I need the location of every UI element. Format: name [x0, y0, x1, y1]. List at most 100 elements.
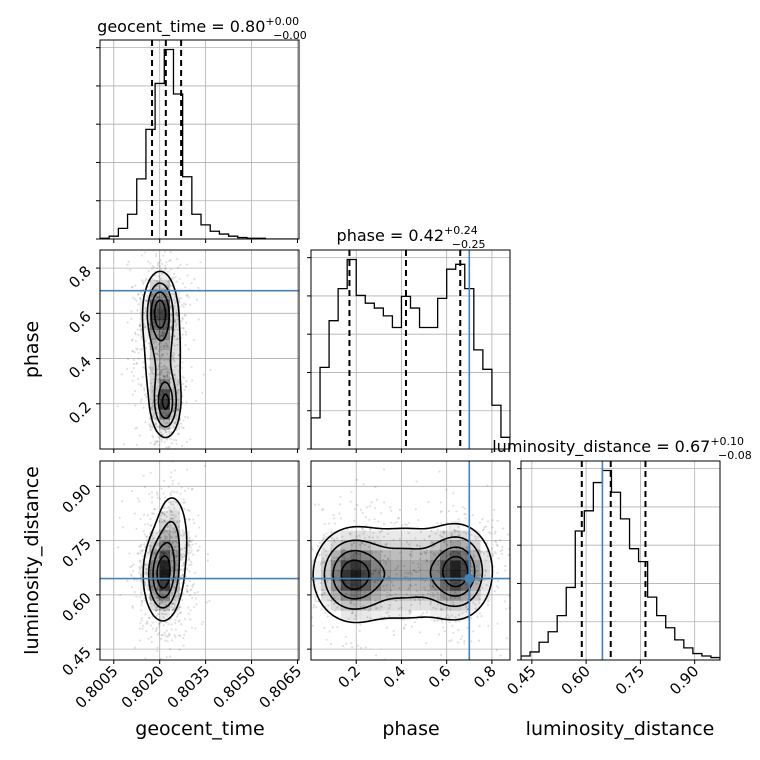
density-cell [169, 510, 180, 521]
sample-point [174, 515, 177, 518]
sample-point [432, 585, 435, 588]
sample-point [374, 654, 378, 657]
sample-point [330, 544, 333, 547]
sample-point [162, 418, 165, 422]
sample-point [137, 333, 140, 336]
sample-point [169, 258, 172, 262]
sample-point [151, 264, 154, 268]
sample-point [449, 608, 452, 611]
sample-point [361, 528, 364, 531]
sample-point [472, 549, 475, 552]
sample-point [365, 524, 368, 527]
sample-point [294, 572, 296, 574]
density-cell [350, 580, 362, 591]
sample-point [167, 427, 170, 431]
sample-point [172, 438, 176, 441]
sample-point [179, 492, 182, 495]
sample-point [387, 557, 390, 560]
sample-point [324, 535, 328, 539]
sample-point [182, 567, 185, 571]
sample-point [505, 607, 508, 611]
sample-point [448, 640, 451, 643]
sample-point [287, 579, 289, 581]
sample-point [171, 482, 174, 486]
sample-point [176, 673, 178, 675]
density-cell [159, 369, 170, 380]
sample-point [173, 295, 177, 299]
sample-point [131, 489, 134, 493]
sample-point [452, 504, 455, 507]
sample-point [152, 591, 156, 594]
sample-point [137, 383, 140, 386]
sample-point [390, 594, 393, 597]
sample-point [179, 451, 181, 453]
sample-point [386, 595, 389, 598]
sample-point [161, 520, 164, 524]
sample-point [394, 599, 398, 602]
sample-point [185, 584, 188, 587]
sample-point [417, 597, 420, 600]
sample-point [432, 552, 436, 555]
sample-point [148, 493, 151, 496]
sample-point [183, 532, 186, 535]
sample-point [158, 295, 161, 299]
sample-point [439, 511, 442, 514]
density-cell [460, 590, 471, 601]
sample-point [159, 536, 162, 539]
sample-point [380, 605, 383, 608]
x-tick-label: 0.8035 [164, 662, 214, 712]
density-cell [159, 269, 170, 281]
sample-point [359, 623, 362, 626]
sample-point [143, 387, 146, 390]
contour-level-3 [150, 291, 174, 420]
sample-point [162, 624, 165, 627]
contour-level-1 [141, 270, 182, 439]
sample-point [159, 381, 162, 384]
sample-point [369, 607, 372, 610]
sample-point [429, 551, 432, 554]
sample-point [183, 501, 186, 504]
sample-point [329, 642, 333, 645]
density-cell [169, 580, 180, 591]
density-cell [460, 610, 471, 621]
sample-point [168, 648, 172, 651]
sample-point [145, 573, 148, 576]
sample-point [169, 442, 171, 444]
sample-point [154, 346, 157, 349]
sample-point [365, 665, 367, 667]
sample-point [182, 637, 185, 640]
sample-point [454, 620, 457, 624]
sample-point [184, 385, 187, 388]
sample-point [183, 302, 186, 305]
sample-point [160, 370, 163, 373]
sample-point [159, 358, 162, 362]
sample-point [450, 533, 454, 536]
sample-point [155, 614, 159, 617]
sample-point [151, 366, 154, 370]
sample-point [174, 318, 177, 321]
sample-point [381, 570, 384, 573]
sample-point [177, 353, 181, 356]
sample-point [416, 544, 419, 547]
sample-point [158, 612, 161, 616]
sample-point [161, 294, 164, 297]
sample-point [423, 538, 426, 541]
sample-point [159, 536, 162, 539]
sample-point [158, 261, 161, 264]
sample-point [409, 611, 413, 614]
sample-point [192, 553, 195, 556]
sample-point [160, 334, 163, 337]
sample-point [175, 418, 179, 422]
sample-point [169, 377, 172, 380]
density-cell [470, 540, 481, 551]
sample-point [194, 627, 197, 630]
sample-point [175, 322, 178, 326]
sample-point [323, 591, 326, 594]
density-cell [169, 369, 180, 380]
panel-frame [99, 460, 300, 661]
sample-point [433, 587, 437, 591]
title-phase: phase = 0.42+0.24 −0.25 [337, 224, 486, 251]
sample-point [422, 612, 425, 615]
sample-point [131, 604, 134, 608]
sample-point [152, 537, 156, 540]
